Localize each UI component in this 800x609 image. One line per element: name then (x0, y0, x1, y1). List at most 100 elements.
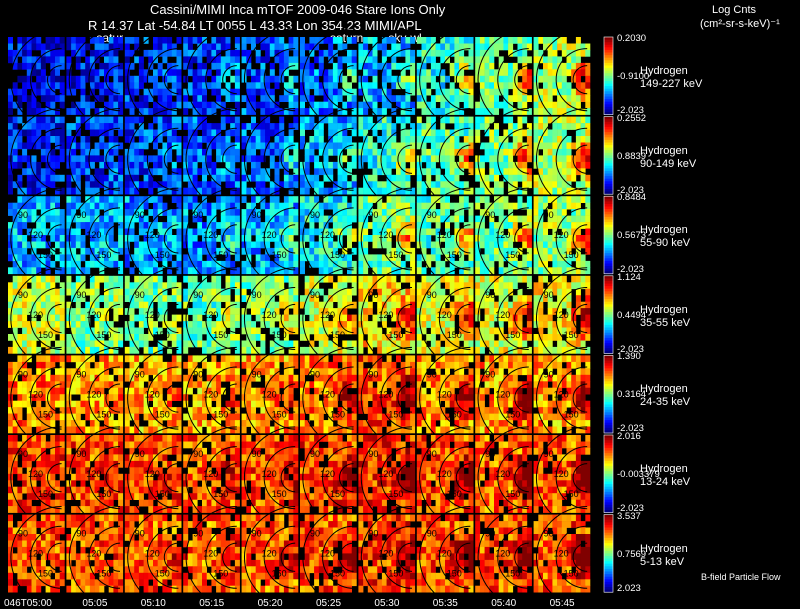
heatmap-cell (260, 235, 266, 242)
heatmap-cell (45, 88, 51, 96)
heatmap-cell (187, 241, 193, 249)
heatmap-cell (391, 209, 397, 216)
heatmap-cell (143, 301, 149, 309)
heatmap-cell (143, 181, 149, 189)
heatmap-cell (318, 108, 324, 115)
heatmap-cell (410, 247, 416, 255)
heatmap-cell (260, 241, 266, 249)
heatmap-cell (449, 247, 455, 255)
heatmap-cell (484, 241, 490, 249)
heatmap-cell (269, 88, 275, 96)
heatmap-cell (279, 108, 285, 115)
heatmap-cell (265, 148, 271, 156)
heatmap-cell (162, 260, 168, 268)
contour-label: 90 (427, 210, 437, 220)
heatmap-cell (566, 196, 572, 203)
heatmap-cell (517, 155, 523, 163)
heatmap-cell (386, 181, 392, 189)
heatmap-cell (251, 327, 256, 335)
heatmap-cell (94, 209, 100, 216)
heatmap-cell (416, 88, 422, 96)
heatmap-cell (328, 123, 334, 130)
heatmap-cell (176, 301, 182, 309)
heatmap-cell (337, 62, 343, 70)
heatmap-cell (479, 222, 485, 229)
heatmap-cell (328, 267, 334, 275)
heatmap-cell (108, 334, 114, 341)
heatmap-cell (489, 267, 495, 275)
heatmap-cell (508, 202, 514, 210)
heatmap-cell (251, 346, 256, 354)
heatmap-cell (17, 340, 23, 348)
heatmap-cell (55, 155, 60, 163)
heatmap-cell (391, 295, 397, 302)
heatmap-cell (31, 267, 37, 275)
heatmap-cell (220, 37, 226, 44)
heatmap-cell (508, 69, 514, 77)
heatmap-cell (575, 196, 581, 203)
heatmap-cell (494, 247, 499, 255)
heatmap-cell (255, 254, 261, 262)
heatmap-cell (148, 235, 154, 242)
heatmap-cell (241, 49, 247, 57)
heatmap-cell (347, 321, 352, 328)
heatmap-cell (59, 49, 65, 57)
heatmap-cell (171, 174, 177, 182)
heatmap-cell (475, 101, 481, 109)
heatmap-cell (138, 196, 144, 203)
heatmap-cell (430, 187, 436, 195)
heatmap-cell (99, 129, 105, 137)
heatmap-cell (494, 88, 499, 96)
heatmap-cell (332, 334, 338, 341)
heatmap-cell (426, 235, 432, 242)
heatmap-cell (342, 254, 348, 262)
contour-label: 120 (262, 310, 277, 320)
heatmap-cell (522, 308, 528, 315)
heatmap-cell (157, 123, 163, 130)
heatmap-cell (94, 75, 100, 83)
heatmap-cell (279, 148, 285, 156)
colorbar-segment (604, 60, 613, 64)
heatmap-cell (283, 301, 289, 309)
colorbar-segment (604, 196, 613, 200)
heatmap-cell (104, 116, 109, 124)
heatmap-cell (517, 174, 523, 182)
heatmap-cell (234, 82, 240, 90)
heatmap-cell (517, 228, 523, 236)
heatmap-cell (328, 168, 334, 176)
heatmap-cell (85, 247, 91, 255)
heatmap-cell (234, 321, 240, 328)
heatmap-cell (104, 129, 109, 137)
heatmap-cell (234, 43, 240, 51)
heatmap-cell (571, 168, 577, 176)
heatmap-cell (260, 346, 266, 354)
colorbar-frame (603, 36, 614, 115)
heatmap-cell (538, 155, 544, 163)
heatmap-cell (225, 247, 231, 255)
heatmap-cell (246, 241, 252, 249)
heatmap-cell (187, 49, 193, 57)
heatmap-cell (575, 43, 581, 51)
heatmap-cell (347, 340, 352, 348)
heatmap-cell (381, 56, 387, 64)
heatmap-cell (468, 288, 474, 296)
heatmap-cell (445, 49, 450, 57)
heatmap-cell (463, 56, 469, 64)
heatmap-cell (36, 174, 42, 182)
heatmap-cell (162, 43, 168, 51)
heatmap-cell (220, 101, 226, 109)
heatmap-cell (318, 254, 324, 262)
heatmap-cell (489, 295, 495, 302)
heatmap-cell (396, 161, 401, 169)
heatmap-cell (426, 49, 432, 57)
heatmap-cell (377, 136, 383, 143)
colorbar-segment (604, 224, 613, 228)
heatmap-cell (498, 181, 504, 189)
heatmap-cell (300, 209, 305, 216)
heatmap-cell (225, 155, 231, 163)
heatmap-cell (293, 275, 299, 283)
heatmap-cell (508, 142, 514, 150)
heatmap-cell (148, 123, 154, 130)
heatmap-cell (410, 101, 416, 109)
heatmap-cell (75, 334, 81, 341)
